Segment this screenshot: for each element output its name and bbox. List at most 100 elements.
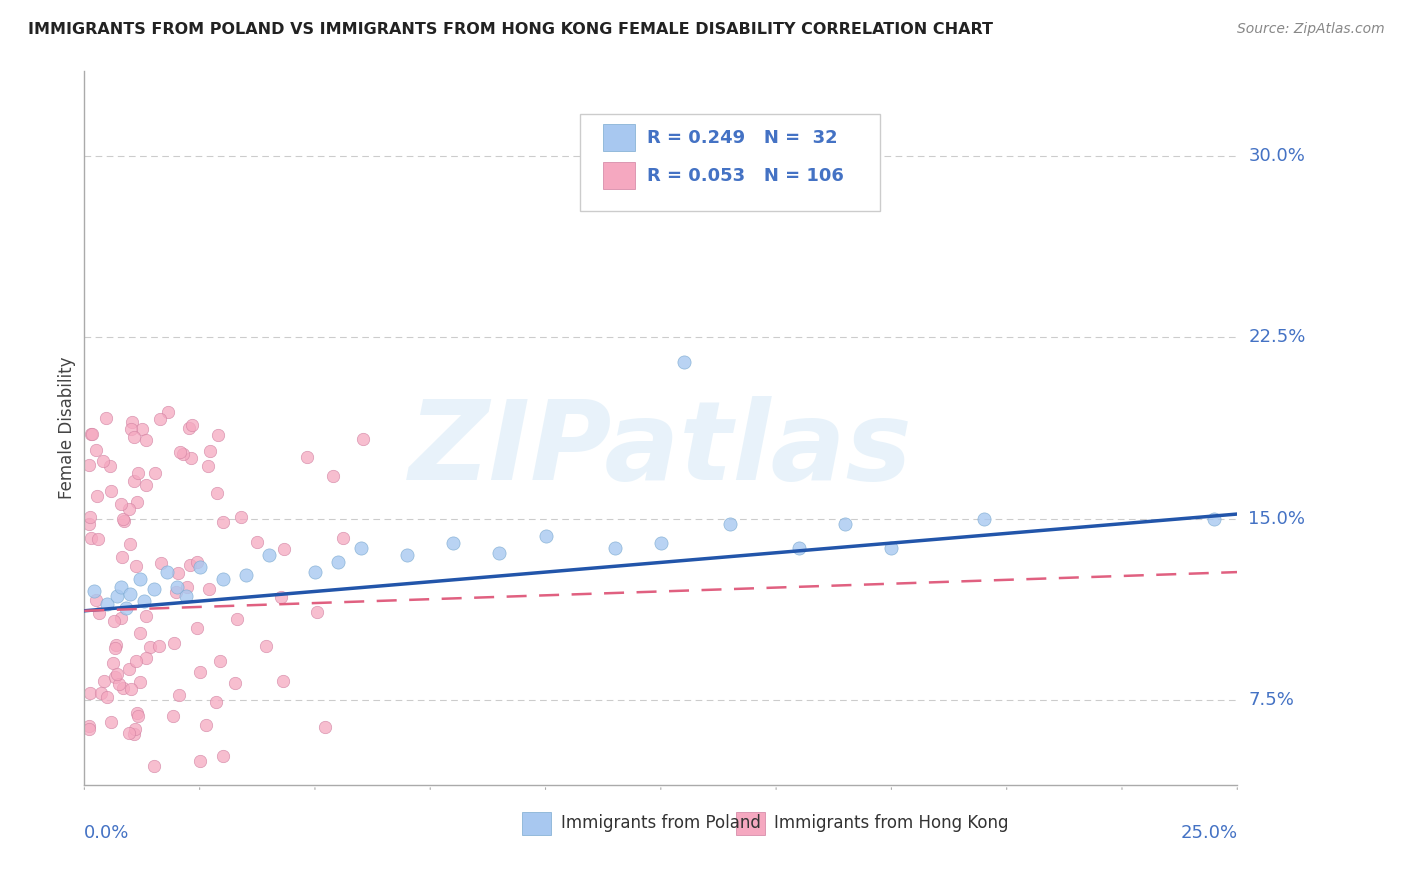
Point xyxy=(127,466,149,480)
Point xyxy=(84,443,107,458)
Point xyxy=(104,670,127,684)
Bar xyxy=(735,812,765,835)
Point xyxy=(108,677,131,691)
Point xyxy=(224,675,246,690)
Point xyxy=(86,489,108,503)
Point xyxy=(120,422,142,436)
Point xyxy=(139,640,162,654)
Point xyxy=(101,657,124,671)
Point xyxy=(100,714,122,729)
Point xyxy=(208,654,231,668)
Text: R = 0.249   N =  32: R = 0.249 N = 32 xyxy=(647,128,838,146)
Point xyxy=(181,417,204,432)
Point xyxy=(93,674,115,689)
Point xyxy=(176,580,198,594)
Point xyxy=(103,614,125,628)
Text: 22.5%: 22.5% xyxy=(1249,328,1306,346)
Point xyxy=(188,665,211,679)
Point xyxy=(179,420,201,434)
Point xyxy=(165,585,187,599)
Point xyxy=(973,512,995,526)
Point xyxy=(131,422,153,436)
Point xyxy=(105,589,128,603)
Point xyxy=(79,686,101,700)
Point xyxy=(115,601,138,615)
Point xyxy=(350,541,373,555)
Point xyxy=(111,550,134,565)
Point xyxy=(96,690,118,705)
Point xyxy=(672,354,695,368)
Text: R = 0.053   N = 106: R = 0.053 N = 106 xyxy=(647,167,844,185)
Point xyxy=(305,605,328,619)
Point xyxy=(880,541,903,555)
Point xyxy=(246,535,269,549)
Point xyxy=(77,458,100,473)
Point xyxy=(273,674,295,689)
Point xyxy=(188,754,211,768)
Point xyxy=(718,516,741,531)
Point xyxy=(174,589,197,603)
Point xyxy=(332,531,354,545)
Text: ZIPatlas: ZIPatlas xyxy=(409,396,912,503)
FancyBboxPatch shape xyxy=(581,114,880,211)
Point xyxy=(198,582,221,597)
Point xyxy=(166,580,188,594)
Point xyxy=(322,469,344,483)
Point xyxy=(134,594,156,608)
Point xyxy=(162,708,184,723)
Point xyxy=(104,638,127,652)
Point xyxy=(257,548,280,562)
Bar xyxy=(603,162,636,189)
Point xyxy=(105,666,128,681)
Point xyxy=(441,536,464,550)
Point xyxy=(118,726,141,740)
Point xyxy=(149,411,172,425)
Point xyxy=(211,572,233,586)
Point xyxy=(135,650,157,665)
Point xyxy=(125,559,148,574)
Point xyxy=(89,606,111,620)
Bar xyxy=(603,124,636,152)
Point xyxy=(1204,512,1226,526)
Point xyxy=(96,597,118,611)
Point xyxy=(104,640,127,655)
Point xyxy=(110,611,132,625)
Point xyxy=(110,580,132,594)
Point xyxy=(235,567,257,582)
Point xyxy=(212,515,235,529)
Point xyxy=(120,587,142,601)
Point xyxy=(603,541,626,555)
Point xyxy=(84,593,107,607)
Point xyxy=(198,444,221,458)
Point xyxy=(314,720,336,734)
Point xyxy=(194,718,217,732)
Point xyxy=(121,415,143,429)
Point xyxy=(270,590,292,604)
Text: Immigrants from Poland: Immigrants from Poland xyxy=(561,814,761,832)
Point xyxy=(111,681,134,695)
Point xyxy=(93,453,115,467)
Point xyxy=(211,748,233,763)
Point xyxy=(90,685,112,699)
Point xyxy=(834,516,856,531)
Point xyxy=(117,502,139,516)
Point xyxy=(180,451,202,466)
Point xyxy=(273,541,295,556)
Point xyxy=(120,681,142,696)
Point xyxy=(787,541,810,555)
Point xyxy=(396,548,419,562)
Point xyxy=(135,477,157,491)
Point xyxy=(77,718,100,732)
Point xyxy=(143,466,166,480)
Point xyxy=(650,536,672,550)
Point xyxy=(122,429,145,443)
Text: Immigrants from Hong Kong: Immigrants from Hong Kong xyxy=(773,814,1008,832)
Point xyxy=(135,608,157,623)
Point xyxy=(127,709,149,723)
Point xyxy=(169,444,191,458)
Point xyxy=(112,514,135,528)
Point xyxy=(162,635,184,649)
Point xyxy=(98,458,121,473)
Point xyxy=(128,572,150,586)
Point xyxy=(167,688,190,702)
